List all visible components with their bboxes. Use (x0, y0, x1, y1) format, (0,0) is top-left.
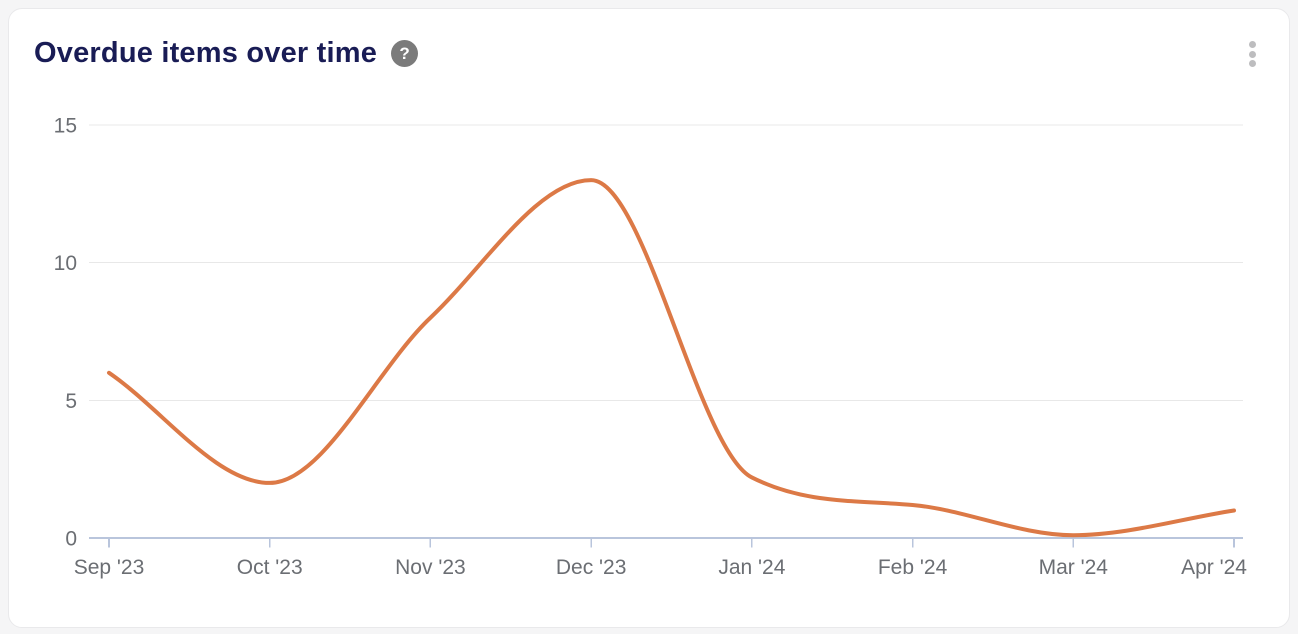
series-line-overdue-items[interactable] (107, 178, 1236, 538)
x-axis-label: Nov '23 (395, 556, 466, 579)
card-header: Overdue items over time ? (34, 35, 1265, 71)
kebab-dot (1248, 50, 1256, 58)
chart-title: Overdue items over time (34, 37, 378, 69)
x-axis-label: Mar '24 (1039, 556, 1109, 579)
y-axis-label: 0 (65, 528, 77, 551)
x-axis-label: Apr '24 (1181, 556, 1247, 579)
y-axis-label: 15 (54, 115, 77, 138)
help-icon[interactable]: ? (391, 39, 419, 67)
kebab-dot (1248, 60, 1256, 67)
x-axis-label: Feb '24 (878, 556, 948, 579)
x-axis-label: Dec '23 (556, 556, 627, 579)
x-axis-label: Oct '23 (237, 556, 303, 579)
chart-card: 0 5 10 15 Sep '23 Oct '23 Nov '23 Dec '23 Jan '2… (8, 8, 1290, 628)
x-axis-label: Sep '23 (74, 556, 145, 579)
kebab-menu-icon[interactable] (1241, 37, 1263, 71)
overdue-items-chart[interactable]: 0 5 10 15 Sep '23 Oct '23 Nov '23 Dec '23 Jan '2… (9, 9, 1290, 628)
y-axis-label: 5 (65, 390, 77, 413)
line-chart-svg[interactable]: 0 5 10 15 Sep '23 Oct '23 Nov '23 Dec '23 Jan '2… (9, 9, 1290, 628)
x-axis-label: Jan '24 (718, 556, 785, 579)
kebab-dot (1248, 41, 1256, 48)
y-axis-label: 10 (54, 252, 77, 275)
